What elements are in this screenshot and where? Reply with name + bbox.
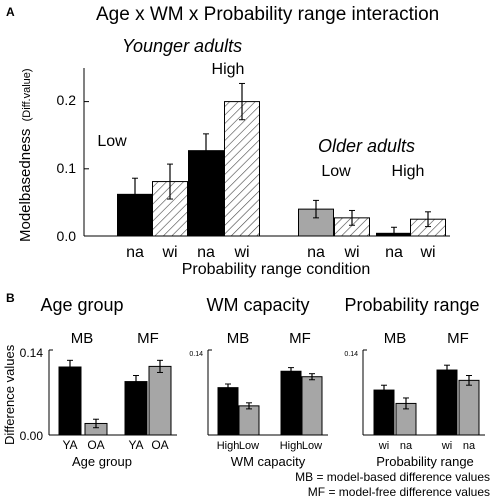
legend-mf: MF = model-free difference values [308,485,490,499]
panel-a-xlabel: Probability range condition [182,261,371,278]
mf-label-prob: MF [447,330,469,347]
panel-b3-xtick-3: na [463,440,476,452]
panel-b3-xtick-1: na [400,440,413,452]
panel-a-ylabel-main: Modelbasedness [17,129,34,242]
panel-a-xtick-6: na [385,244,403,261]
group-label-younger: Younger adults [122,36,242,56]
panel-b1-bar-0 [58,366,82,436]
older-high-label: High [392,163,425,180]
younger-high-label: High [212,61,245,78]
older-low-label: Low [321,163,351,180]
b3-xlabel: Probability range [376,454,474,469]
panel-a-ylabel: Modelbasedness (Diff.value) [17,68,34,242]
panel-a-ytick-0: 0.0 [57,228,77,244]
panel-b-label: B [6,291,15,305]
panel-b-ylabel: Difference values [2,344,17,445]
panel-a-ytick-1: 0.1 [57,160,77,176]
b1-ytick-top: 0.14 [20,346,44,360]
panel-b1-bar-2 [124,381,148,436]
panel-b3-xtick-2: wi [441,440,452,452]
subtitle-wm-capacity: WM capacity [206,295,309,315]
panel-b2-bar-0 [217,387,239,436]
younger-low-label: Low [97,133,127,150]
panel-b3-bar-0 [373,389,395,436]
panel-b2-bar-2 [280,370,302,436]
panel-a-bar-3 [224,101,260,237]
panel-b3-bar-3 [458,379,480,436]
mb-label-prob: MB [384,330,407,347]
mf-label-age: MF [137,330,159,347]
panel-a-xtick-3: wi [233,244,249,261]
panel-b1-bar-3 [148,365,172,436]
panel-a-xtick-0: na [126,244,144,261]
panel-a-xtick-5: wi [343,244,359,261]
panel-b2-bar-1 [238,405,260,436]
panel-b2-xtick-1: Low [239,440,259,452]
b3-ytick-top: 0.14 [344,351,358,358]
panel-a-bars: na wi na wi na wi na wi [83,68,450,261]
b2-xlabel: WM capacity [231,454,306,469]
group-label-older: Older adults [318,136,415,156]
panel-a-xtick-7: wi [419,244,435,261]
panel-a-bar-1 [152,181,188,237]
panel-b3-xtick-0: wi [378,440,389,452]
panel-b2-xtick-2: High [280,440,303,452]
panel-a-xtick-2: na [197,244,215,261]
panel-b2-xtick-3: Low [302,440,322,452]
b2-ytick-top: 0.14 [189,351,203,358]
legend-mb: MB = model-based difference values [295,470,490,484]
panel-b1-xtick-0: YA [62,438,77,452]
mf-label-wm: MF [289,330,311,347]
panel-b1-xtick-1: OA [87,438,104,452]
panel-a-xtick-1: wi [161,244,177,261]
subtitle-age-group: Age group [40,295,123,315]
panel-b2-xtick-0: High [217,440,240,452]
panel-b3-bar-2 [436,369,458,436]
panel-a-ylabel-sub: (Diff.value) [21,68,33,121]
panel-b1-xtick-3: OA [151,438,168,452]
panel-a-ytick-2: 0.2 [57,92,77,108]
panel-b2-bar-3 [301,376,323,436]
mb-label-age: MB [71,330,94,347]
b1-xlabel: Age group [72,454,132,469]
panel-a-label: A [6,5,15,19]
panel-b-bars: YA OA YA OA High Low High Low wi na wi na [48,349,485,452]
panel-b1-xtick-2: YA [128,438,143,452]
panel-a-xtick-4: na [307,244,325,261]
subtitle-probability-range: Probability range [344,295,479,315]
mb-label-wm: MB [227,330,250,347]
panel-a-title: Age x WM x Probability range interaction [96,4,439,25]
b1-ytick-zero: 0.00 [20,429,44,443]
